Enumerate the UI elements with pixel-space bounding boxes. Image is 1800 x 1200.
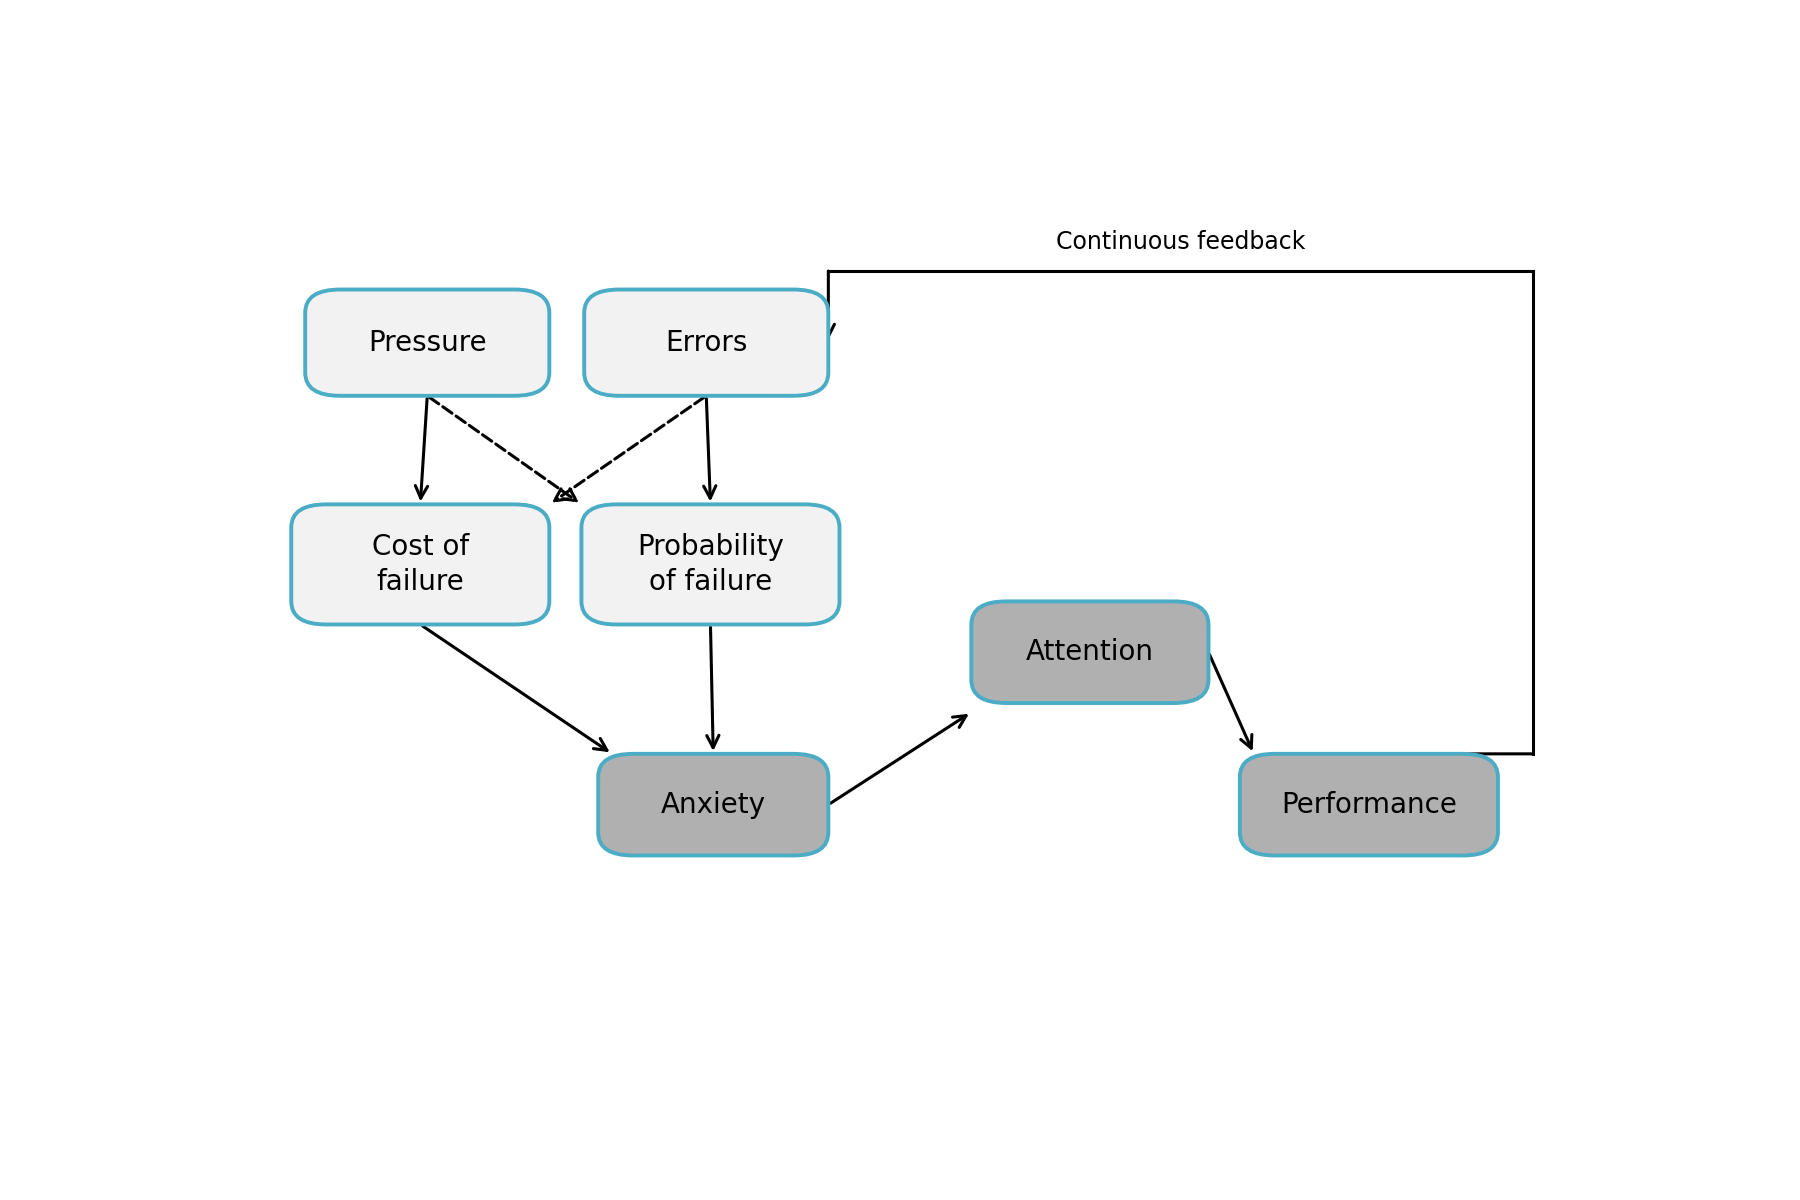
Text: Probability
of failure: Probability of failure xyxy=(637,533,783,595)
FancyBboxPatch shape xyxy=(972,601,1208,703)
FancyBboxPatch shape xyxy=(1240,754,1498,856)
Text: Attention: Attention xyxy=(1026,638,1154,666)
Text: Performance: Performance xyxy=(1282,791,1456,818)
FancyBboxPatch shape xyxy=(598,754,828,856)
Text: Cost of
failure: Cost of failure xyxy=(373,533,468,595)
Text: Anxiety: Anxiety xyxy=(661,791,765,818)
FancyBboxPatch shape xyxy=(585,289,828,396)
FancyBboxPatch shape xyxy=(306,289,549,396)
Text: Pressure: Pressure xyxy=(367,329,486,356)
Text: Errors: Errors xyxy=(664,329,747,356)
Text: Continuous feedback: Continuous feedback xyxy=(1057,230,1305,254)
FancyBboxPatch shape xyxy=(581,504,839,624)
FancyBboxPatch shape xyxy=(292,504,549,624)
